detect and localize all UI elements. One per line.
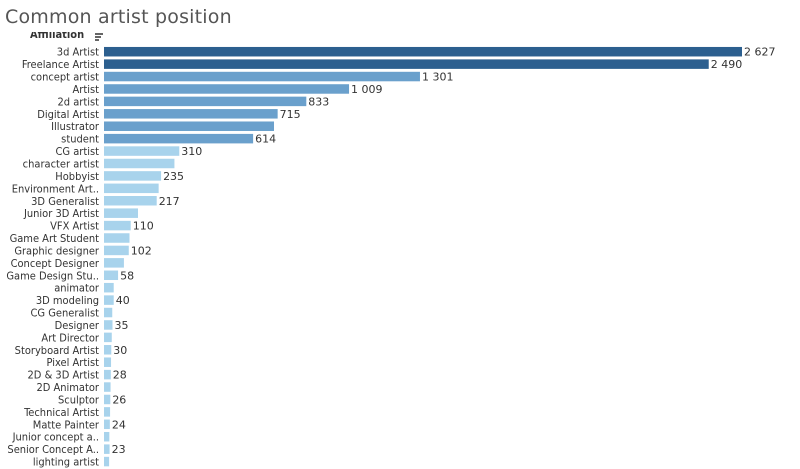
value-label: 235 [163, 170, 184, 183]
bar[interactable] [104, 158, 175, 169]
value-label: 1 009 [351, 83, 383, 96]
bar[interactable] [104, 419, 110, 430]
value-label: 1 301 [422, 71, 454, 84]
bar[interactable] [104, 444, 110, 454]
category-label: Art Director [41, 331, 100, 344]
category-label: 2d artist [57, 95, 99, 108]
bar[interactable] [104, 407, 111, 417]
value-label: 310 [181, 145, 202, 158]
bar[interactable] [104, 220, 131, 231]
value-label: 24 [112, 418, 126, 431]
bar[interactable] [104, 245, 129, 256]
category-label: Illustrator [51, 120, 100, 133]
bar[interactable] [104, 382, 111, 392]
value-label: 833 [308, 95, 329, 108]
category-label: Freelance Artist [22, 58, 99, 71]
bar[interactable] [104, 332, 112, 343]
bar[interactable] [104, 208, 139, 218]
category-label: VFX Artist [50, 220, 99, 233]
value-label: 35 [115, 319, 129, 332]
bar[interactable] [104, 295, 114, 305]
category-label: Technical Artist [23, 406, 99, 419]
value-label: 26 [112, 393, 126, 406]
value-label: 2 490 [711, 58, 743, 71]
value-label: 102 [131, 244, 152, 257]
bar[interactable] [104, 258, 124, 268]
category-label: student [61, 133, 99, 146]
category-label: animator [54, 282, 100, 295]
chart-title: Common artist position [5, 6, 232, 28]
category-label: concept artist [31, 71, 100, 84]
value-label: 23 [112, 443, 126, 456]
value-label: 58 [120, 269, 134, 282]
category-label: 3D modeling [36, 294, 99, 307]
bar[interactable] [104, 307, 113, 318]
value-label: 217 [159, 195, 180, 208]
category-label: Game Design Stu.. [6, 269, 99, 282]
category-label: lighting artist [33, 456, 99, 469]
category-label: Artist [73, 83, 100, 96]
bar[interactable] [104, 84, 350, 94]
bar[interactable] [104, 196, 157, 206]
field-header-label: Affiliation [30, 32, 85, 41]
category-label: Pixel Artist [47, 356, 100, 369]
value-label: 110 [133, 220, 154, 233]
category-label: Storyboard Artist [15, 344, 99, 357]
bar[interactable] [104, 133, 254, 144]
bar[interactable] [104, 183, 159, 194]
category-label: Game Art Student [10, 232, 100, 245]
bar[interactable] [104, 394, 111, 405]
category-label: Matte Painter [33, 418, 100, 431]
bar[interactable] [104, 171, 162, 181]
value-label: 28 [113, 369, 127, 382]
bar[interactable] [104, 369, 111, 380]
bar[interactable] [104, 320, 113, 330]
bar[interactable] [104, 233, 130, 243]
sort-descending-icon[interactable] [95, 33, 103, 41]
value-label: 30 [113, 344, 127, 357]
category-label: CG Generalist [30, 307, 99, 320]
value-label: 715 [280, 108, 301, 121]
bar[interactable] [104, 96, 307, 107]
bar[interactable] [104, 282, 114, 293]
category-label: Sculptor [58, 393, 100, 406]
category-label: Senior Concept A.. [7, 443, 99, 456]
value-label: 2 627 [744, 46, 776, 59]
bar[interactable] [104, 431, 110, 442]
category-label: Junior 3D Artist [23, 207, 99, 220]
bar[interactable] [104, 146, 180, 156]
bar[interactable] [104, 71, 420, 82]
category-label: Designer [55, 319, 100, 332]
category-label: 2D Animator [36, 381, 99, 394]
bar[interactable] [104, 109, 278, 119]
bar[interactable] [104, 345, 112, 355]
value-label: 40 [116, 294, 130, 307]
category-label: 3d Artist [57, 46, 99, 59]
category-label: Concept Designer [11, 257, 100, 270]
category-label: Graphic designer [14, 244, 100, 257]
bar[interactable] [104, 59, 709, 69]
category-label: Hobbyist [55, 170, 99, 183]
category-label: CG artist [55, 145, 99, 158]
category-label: Digital Artist [37, 108, 99, 121]
field-header: Affiliation [30, 32, 103, 42]
category-label: 3D Generalist [31, 195, 99, 208]
category-label: character artist [23, 157, 99, 170]
value-label: 614 [255, 133, 276, 146]
category-label: 2D & 3D Artist [28, 369, 100, 382]
category-label: Environment Art.. [12, 182, 99, 195]
bar[interactable] [104, 121, 275, 131]
bar[interactable] [104, 456, 110, 467]
bar[interactable] [104, 270, 119, 281]
bar[interactable] [104, 46, 742, 57]
category-label: Junior concept a.. [12, 431, 99, 444]
bar[interactable] [104, 357, 112, 367]
